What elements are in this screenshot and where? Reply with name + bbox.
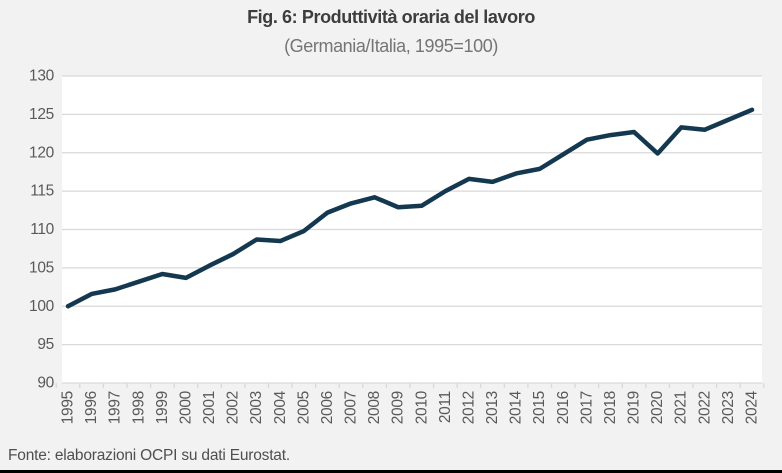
x-tick-label: 2002 — [225, 391, 242, 424]
x-tick-label: 2003 — [248, 391, 265, 424]
y-tick-label: 130 — [29, 68, 55, 85]
y-tick-label: 90 — [37, 375, 54, 392]
y-tick-label: 120 — [29, 144, 55, 161]
x-tick-label: 2017 — [578, 391, 595, 424]
x-tick-label: 2006 — [319, 391, 336, 424]
chart-subtitle: (Germania/Italia, 1995=100) — [284, 36, 498, 56]
x-tick-label: 2001 — [201, 391, 218, 424]
y-tick-label: 105 — [29, 259, 54, 276]
x-tick-label: 2013 — [484, 391, 501, 424]
source-note: Fonte: elaborazioni OCPI su dati Eurosta… — [8, 447, 290, 464]
x-tick-label: 2005 — [295, 391, 312, 424]
x-tick-label: 2021 — [673, 391, 690, 424]
x-tick-label: 2018 — [602, 391, 619, 424]
y-tick-label: 125 — [29, 106, 54, 123]
x-tick-label: 2008 — [366, 391, 383, 424]
x-tick-label: 1995 — [60, 391, 77, 424]
x-tick-label: 2019 — [626, 391, 643, 424]
x-tick-label: 1998 — [130, 391, 147, 424]
x-tick-label: 2010 — [413, 390, 430, 424]
x-tick-label: 2022 — [696, 391, 713, 424]
y-tick-label: 110 — [30, 221, 54, 238]
x-tick-label: 2020 — [649, 390, 666, 424]
x-tick-label: 1996 — [83, 391, 100, 424]
x-tick-label: 2007 — [343, 391, 360, 424]
x-tick-label: 1997 — [107, 391, 124, 424]
x-tick-label: 2011 — [437, 391, 454, 423]
x-tick-label: 2000 — [177, 390, 194, 424]
x-tick-label: 2014 — [508, 390, 525, 424]
x-tick-label: 2015 — [531, 391, 548, 424]
y-tick-label: 115 — [30, 183, 54, 200]
y-tick-label: 95 — [37, 336, 54, 353]
x-tick-label: 2024 — [744, 390, 761, 424]
y-tick-label: 100 — [29, 298, 55, 315]
series-line — [65, 107, 755, 309]
x-tick-label: 2012 — [460, 391, 477, 424]
x-tick-label: 2009 — [390, 391, 407, 424]
x-tick-label: 2004 — [272, 390, 289, 424]
x-tick-label: 2023 — [720, 391, 737, 424]
x-tick-label: 2016 — [555, 391, 572, 424]
chart-title: Fig. 6: Produttività oraria del lavoro — [247, 7, 535, 27]
x-tick-label: 1999 — [154, 391, 171, 424]
